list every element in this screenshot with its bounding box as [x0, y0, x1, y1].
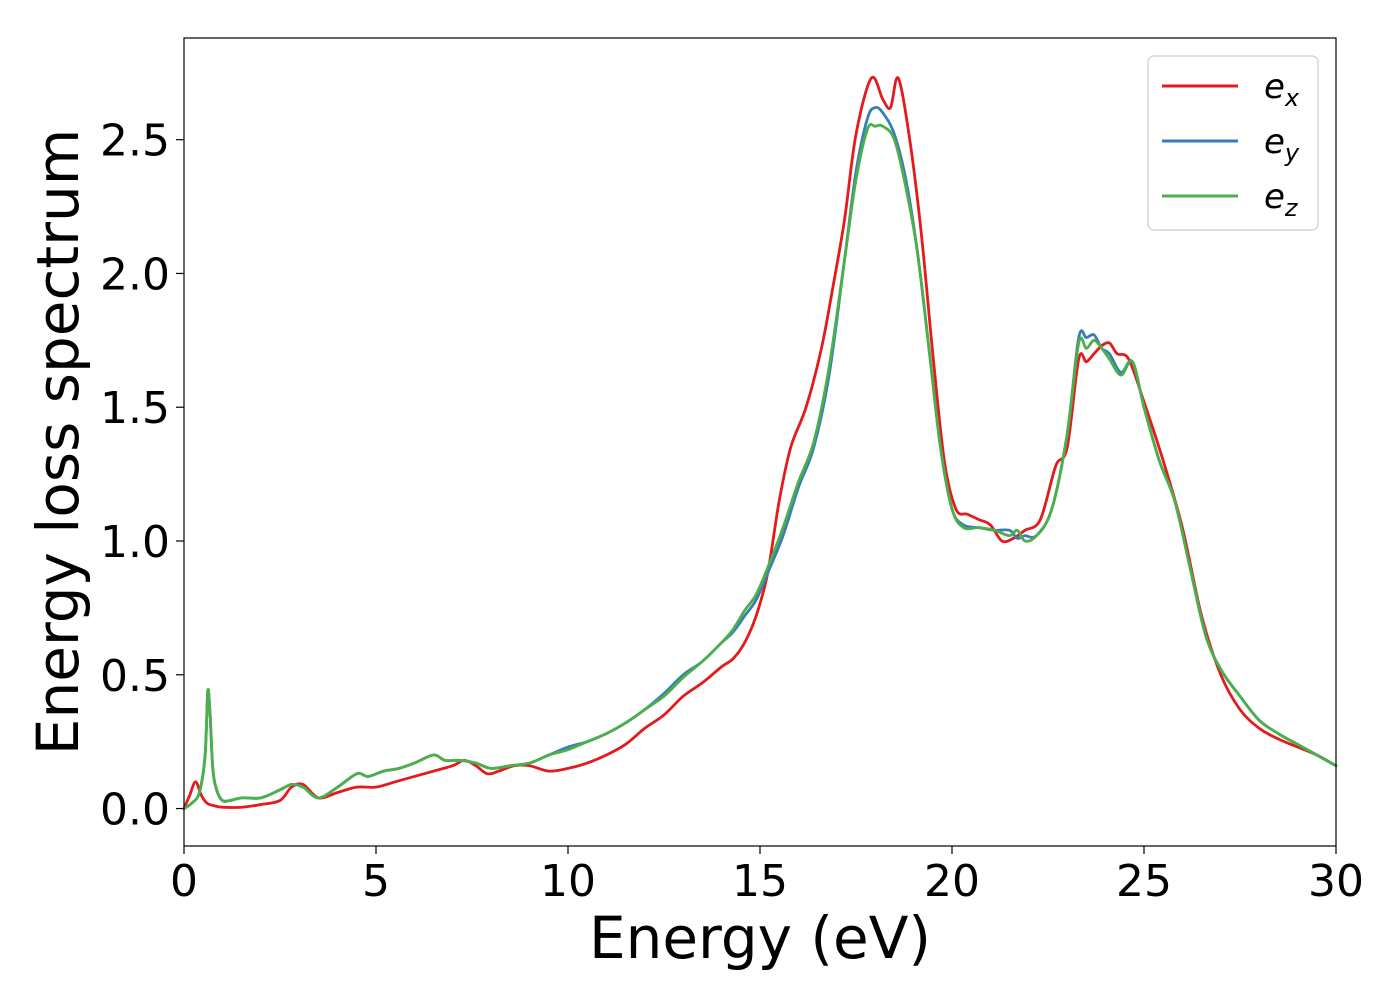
x-tick-label: 5 [362, 856, 390, 907]
y-axis-title: Energy loss spectrum [24, 129, 92, 755]
legend-label-subscript: y [1284, 139, 1300, 167]
legend-label-z: ez [1264, 177, 1299, 222]
y-tick-label: 1.0 [100, 517, 170, 568]
legend-box [1147, 55, 1319, 231]
legend-label-x: ex [1264, 67, 1300, 112]
x-tick-label: 30 [1308, 856, 1364, 907]
x-axis-title: Energy (eV) [589, 904, 931, 972]
x-axis: 0 5 10 15 20 25 30 [170, 846, 1364, 907]
y-tick-label: 1.5 [100, 383, 170, 434]
series-line-x [182, 75, 1338, 810]
x-tick-label: 20 [924, 856, 980, 907]
legend-label-base: e [1264, 122, 1285, 162]
y-axis: 0.0 0.5 1.0 1.5 2.0 2.5 [100, 116, 184, 836]
legend-label-subscript: x [1284, 84, 1300, 112]
y-tick-label: 0.5 [100, 651, 170, 702]
legend-label-base: e [1264, 177, 1285, 217]
x-tick-label: 0 [170, 856, 198, 907]
x-tick-label: 25 [1116, 856, 1172, 907]
y-tick-label: 2.5 [100, 116, 170, 167]
plot-area [184, 38, 1336, 846]
legend-label-y: ey [1264, 122, 1300, 167]
series-layer [182, 75, 1338, 810]
legend-label-base: e [1264, 67, 1285, 107]
y-tick-label: 0.0 [100, 785, 170, 836]
series-line-z [182, 122, 1338, 810]
legend-label-subscript: z [1284, 194, 1299, 222]
y-tick-label: 2.0 [100, 249, 170, 300]
x-tick-label: 15 [732, 856, 788, 907]
x-tick-label: 10 [540, 856, 596, 907]
